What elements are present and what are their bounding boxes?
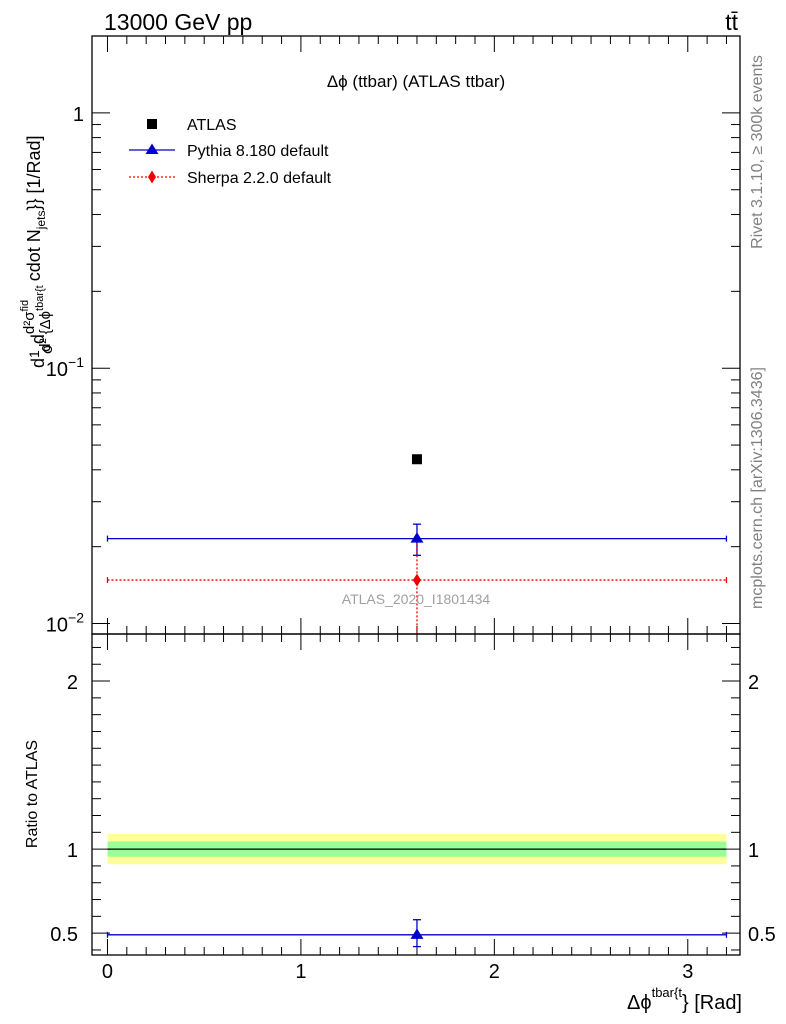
y-tick-label: 1 <box>73 104 84 126</box>
y-tick-base: 10 <box>46 615 68 637</box>
ratio-y-ticks: 0.5 0.5 1 1 2 2 <box>50 646 776 951</box>
main-y-ticks: 110−110−2 <box>46 35 740 637</box>
legend-marker-sherpa <box>148 170 156 184</box>
legend-marker-atlas <box>147 119 157 129</box>
plot-title: Δϕ (ttbar) (ATLAS ttbar) <box>327 72 505 91</box>
collision-label: 13000 GeV pp <box>104 9 252 35</box>
legend-marker-pythia <box>145 143 159 154</box>
y-tick-exp: −1 <box>68 354 84 370</box>
main-y-label: d1 σdd²σfidd² {Δϕtbar{tcdot Njets}} [1/R… <box>19 135 56 368</box>
main-x-ticks <box>106 36 727 634</box>
x-tick-label: 1 <box>295 961 306 983</box>
ratio-panel: 0.5 0.5 1 1 2 2 0 1 2 3 Ratio to ATLAS Δϕtbar{t}… <box>24 633 776 1014</box>
x-tick-label: 3 <box>682 961 693 983</box>
ratio-x-ticks: 0 1 2 3 <box>102 634 727 983</box>
legend-label-pythia: Pythia 8.180 default <box>187 143 329 160</box>
atlas-point <box>411 454 422 465</box>
main-data <box>106 454 728 634</box>
ratio-frame <box>91 633 741 956</box>
pythia-point <box>410 532 424 543</box>
ratio-pythia-point <box>410 928 424 939</box>
svg-text:d1 σdd²σfidd² {Δϕtbar{tcdot Nj: d1 σdd²σfidd² {Δϕtbar{tcdot Njets}} [1/R… <box>19 135 56 368</box>
process-label: tt̄ <box>725 9 738 35</box>
rivet-label: Rivet 3.1.10, ≥ 300k events <box>749 55 766 249</box>
legend-label-sherpa: Sherpa 2.2.0 default <box>187 170 332 187</box>
legend-label-atlas: ATLAS <box>187 117 237 134</box>
ratio-y-tick-label-left: 0.5 <box>50 924 78 946</box>
y-tick-exp: −2 <box>68 610 84 626</box>
ratio-y-tick-label-left: 2 <box>67 672 78 694</box>
ratio-y-tick-label-left: 1 <box>67 840 78 862</box>
watermark: ATLAS_2020_I1801434 <box>342 591 491 607</box>
sherpa-point <box>412 573 421 587</box>
y-tick-label: 10−2 <box>46 610 84 637</box>
main-panel: 110−110−2 Δϕ (ttbar) (ATLAS ttbar) ATLAS… <box>19 35 741 637</box>
ratio-y-tick-label-right: 1 <box>748 840 759 862</box>
ratio-data <box>106 919 728 948</box>
mcplots-label: mcplots.cern.ch [arXiv:1306.3436] <box>749 367 766 609</box>
ratio-y-label: Ratio to ATLAS <box>24 740 41 848</box>
x-axis-label: Δϕtbar{t} [Rad] <box>627 985 742 1014</box>
y-tick-base: 10 <box>46 359 68 381</box>
x-tick-label: 0 <box>102 961 113 983</box>
ratio-bands <box>107 833 727 865</box>
legend: ATLAS Pythia 8.180 default Sherpa 2.2.0 … <box>129 117 332 187</box>
ratio-y-tick-label-right: 2 <box>748 672 759 694</box>
y-tick-label: 10−1 <box>46 354 84 381</box>
ratio-y-tick-label-right: 0.5 <box>748 924 776 946</box>
x-tick-label: 2 <box>489 961 500 983</box>
